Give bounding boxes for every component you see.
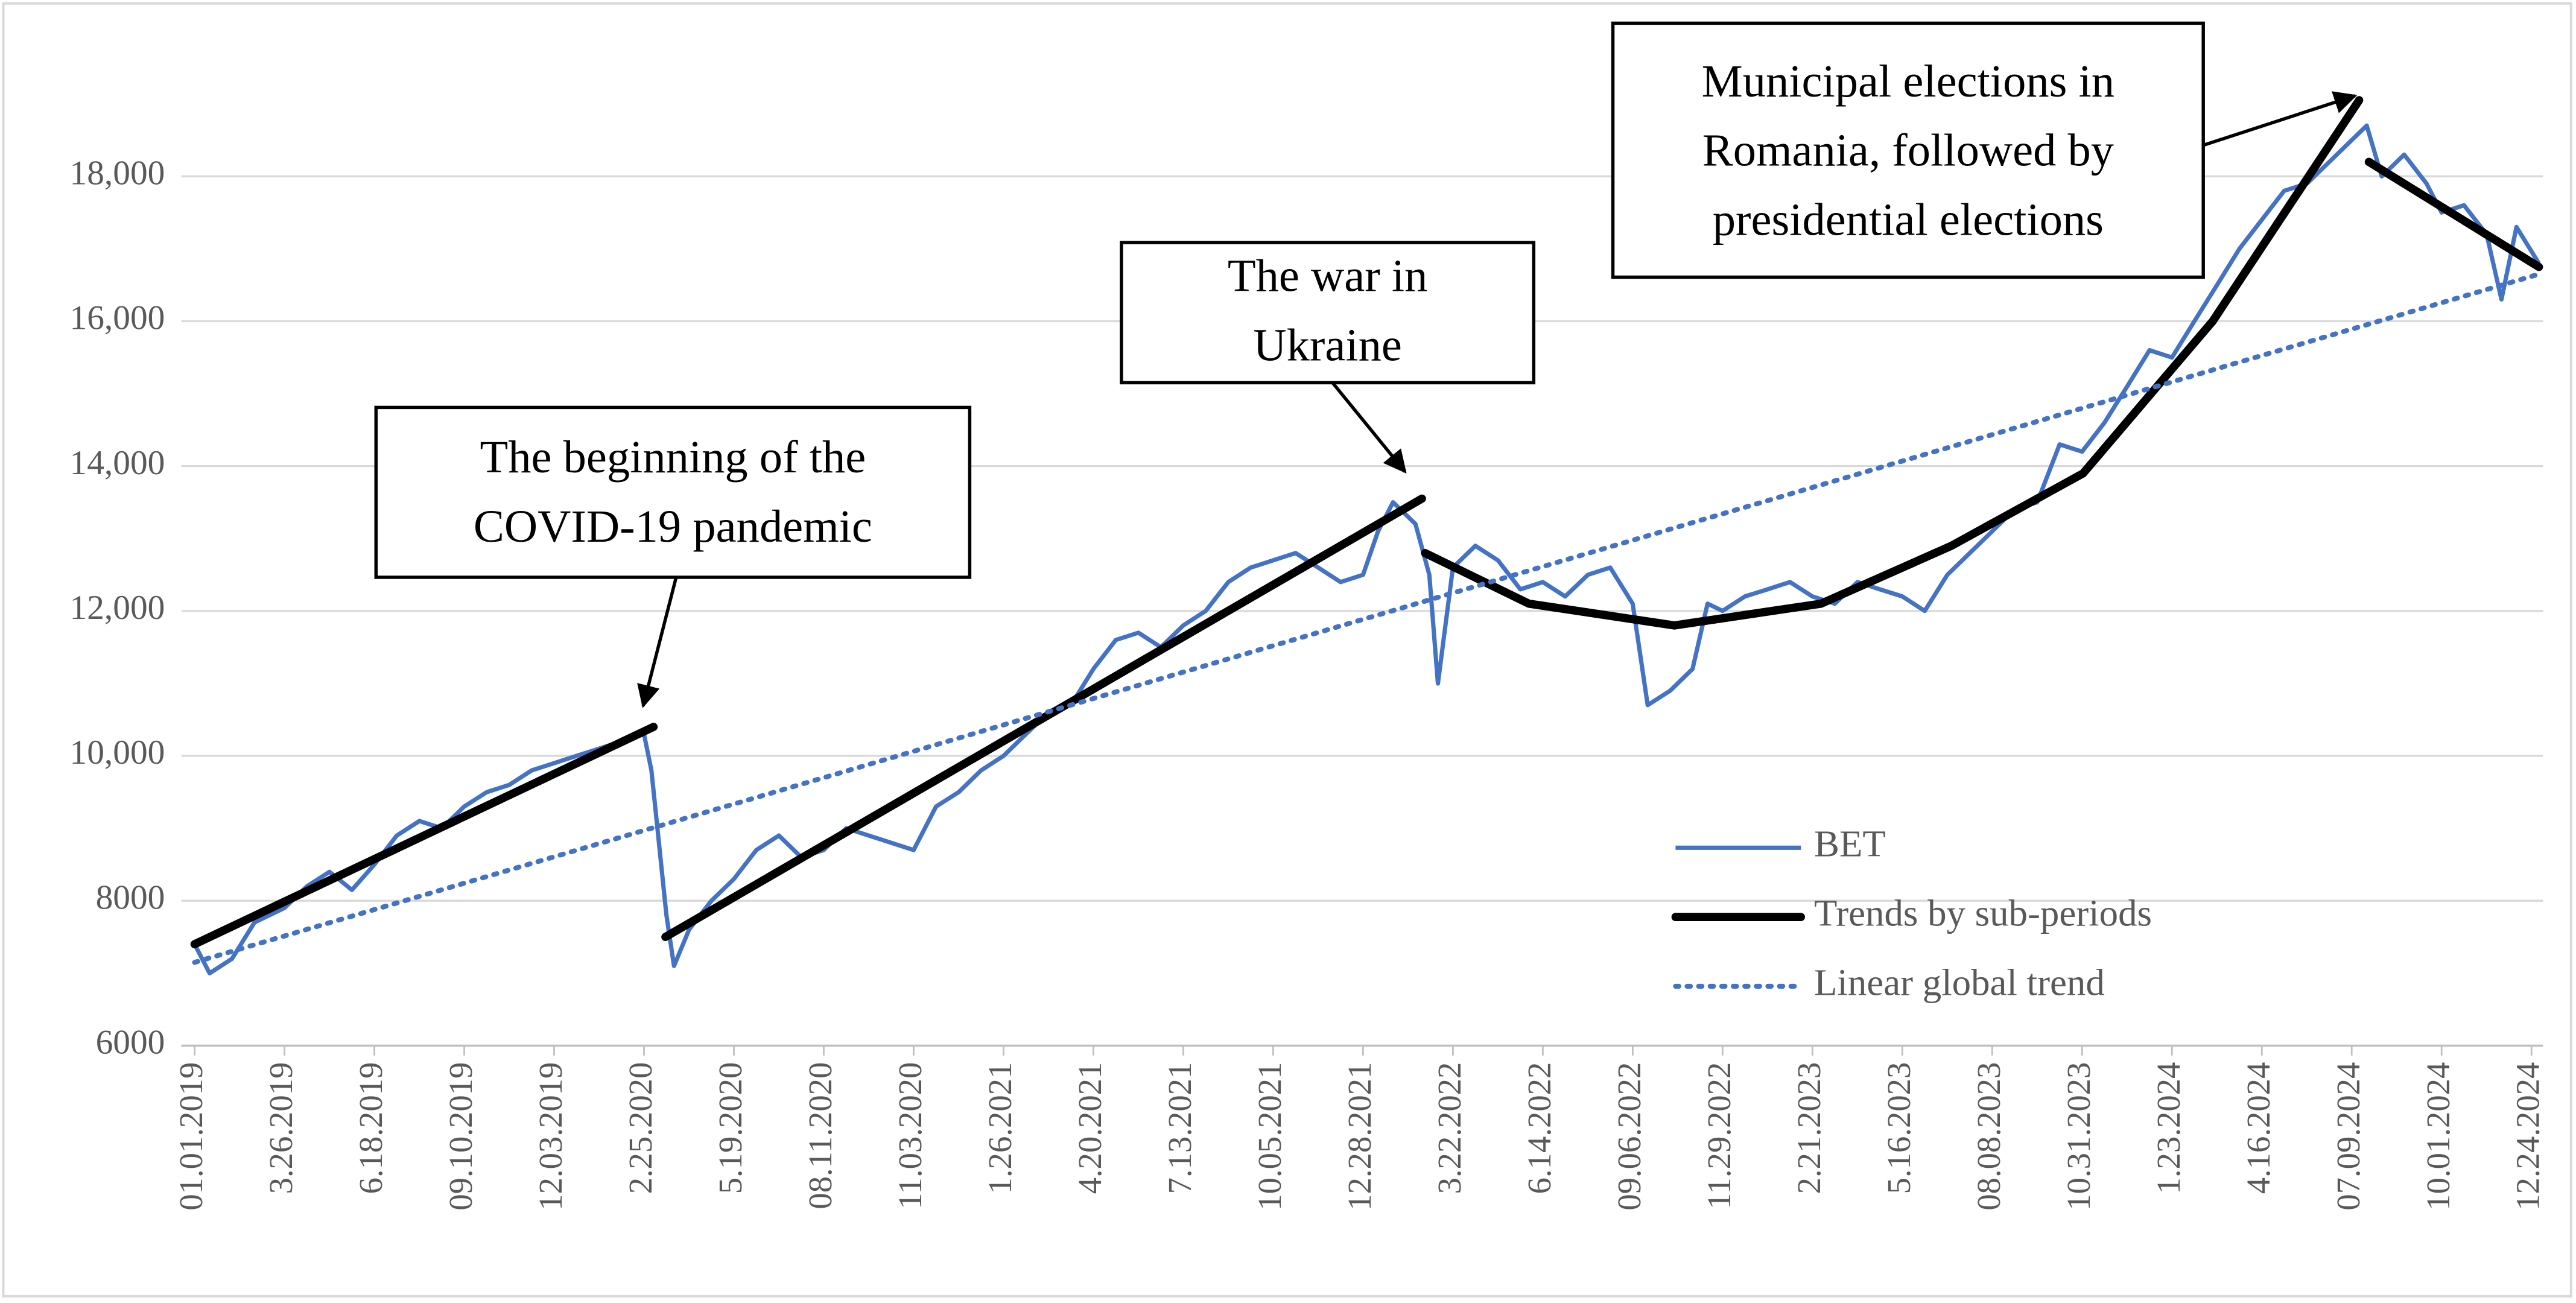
x-tick-label: 7.13.2021 bbox=[1161, 1062, 1198, 1194]
x-tick-label: 12.03.2019 bbox=[532, 1062, 569, 1211]
x-tick-label: 07.09.2024 bbox=[2330, 1062, 2367, 1211]
y-tick-label: 16,000 bbox=[70, 299, 165, 337]
annotation-box bbox=[374, 405, 972, 579]
annotation-text: presidential elections bbox=[1713, 194, 2104, 246]
y-tick-label: 14,000 bbox=[70, 444, 165, 482]
annotation-text: Ukraine bbox=[1253, 319, 1402, 370]
x-tick-label: 09.06.2022 bbox=[1611, 1062, 1648, 1211]
y-tick-label: 6000 bbox=[96, 1024, 165, 1062]
x-tick-label: 10.05.2021 bbox=[1251, 1062, 1288, 1211]
series-line bbox=[190, 96, 2543, 949]
annotation-text: COVID-19 pandemic bbox=[474, 501, 872, 552]
x-tick-label: 3.22.2022 bbox=[1431, 1062, 1468, 1194]
y-tick-label: 12,000 bbox=[70, 589, 165, 627]
x-tick-label: 2.25.2020 bbox=[622, 1062, 659, 1194]
x-tick-label: 4.16.2024 bbox=[2240, 1062, 2277, 1194]
legend-label: BET bbox=[1814, 823, 1886, 865]
x-tick-label: 5.19.2020 bbox=[712, 1062, 749, 1194]
annotation-arrow bbox=[2203, 91, 2358, 147]
series-line bbox=[192, 271, 2542, 965]
x-tick-label: 6.18.2019 bbox=[352, 1062, 389, 1194]
annotation-text: The beginning of the bbox=[480, 431, 866, 483]
x-tick-label: 11.29.2022 bbox=[1701, 1062, 1737, 1209]
annotation-text: Municipal elections in bbox=[1702, 55, 2114, 107]
x-tick-label: 6.14.2022 bbox=[1521, 1062, 1558, 1194]
x-tick-label: 1.23.2024 bbox=[2150, 1062, 2187, 1194]
annotation-arrow bbox=[1331, 381, 1407, 474]
x-tick-label: 3.26.2019 bbox=[262, 1062, 299, 1194]
x-tick-label: 08.08.2023 bbox=[1970, 1062, 2007, 1211]
x-tick-label: 12.24.2024 bbox=[2510, 1062, 2546, 1211]
annotation-arrow bbox=[637, 577, 678, 708]
x-tick-label: 08.11.2020 bbox=[802, 1062, 839, 1209]
annotation-box bbox=[1611, 21, 2205, 279]
x-tick-label: 01.01.2019 bbox=[173, 1062, 209, 1211]
y-tick-label: 8000 bbox=[96, 878, 165, 916]
x-tick-label: 1.26.2021 bbox=[982, 1062, 1018, 1194]
x-tick-label: 12.28.2021 bbox=[1341, 1062, 1378, 1211]
y-tick-label: 18,000 bbox=[70, 154, 165, 192]
y-tick-label: 10,000 bbox=[70, 734, 165, 772]
x-tick-label: 10.01.2024 bbox=[2420, 1062, 2457, 1211]
x-tick-label: 11.03.2020 bbox=[892, 1062, 928, 1209]
legend-label: Trends by sub-periods bbox=[1814, 892, 2152, 934]
x-tick-label: 4.20.2021 bbox=[1071, 1062, 1108, 1194]
annotation-text: Romania, followed by bbox=[1702, 125, 2114, 176]
annotation-box bbox=[1120, 241, 1536, 385]
x-tick-label: 10.31.2023 bbox=[2060, 1062, 2097, 1211]
x-tick-label: 09.10.2019 bbox=[442, 1062, 479, 1211]
legend-label: Linear global trend bbox=[1814, 961, 2105, 1003]
x-tick-label: 2.21.2023 bbox=[1791, 1062, 1827, 1194]
annotation-text: The war in bbox=[1228, 250, 1428, 301]
x-tick-label: 5.16.2023 bbox=[1880, 1062, 1917, 1194]
